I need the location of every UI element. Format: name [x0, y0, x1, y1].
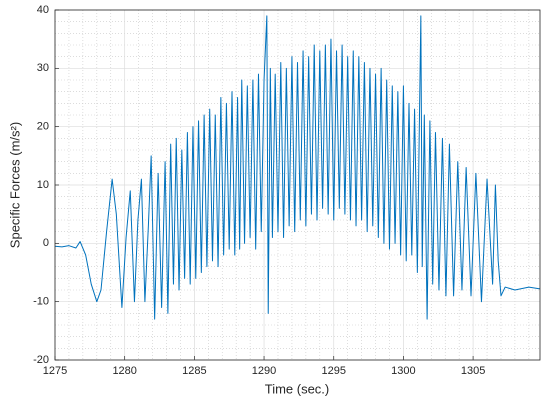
- x-tick-label: 1295: [321, 365, 345, 377]
- y-tick-label: 0: [43, 237, 49, 249]
- signal-line: [54, 15, 541, 320]
- x-tick-label: 1290: [252, 365, 276, 377]
- y-tick-label: 20: [37, 121, 49, 133]
- x-tick-label: 1285: [182, 365, 206, 377]
- y-tick-label: -20: [33, 354, 49, 366]
- x-tick-label: 1280: [112, 365, 136, 377]
- x-axis-label: Time (sec.): [265, 381, 330, 396]
- y-axis-label: Specific Forces (m/s²): [7, 122, 22, 248]
- plot-frame: [54, 9, 541, 361]
- x-tick-label: 1305: [461, 365, 485, 377]
- x-tick-label: 1275: [43, 365, 67, 377]
- y-tick-label: 10: [37, 179, 49, 191]
- y-tick-label: 40: [37, 4, 49, 16]
- x-tick-label: 1300: [391, 365, 415, 377]
- y-tick-label: -10: [33, 296, 49, 308]
- y-tick-label: 30: [37, 62, 49, 74]
